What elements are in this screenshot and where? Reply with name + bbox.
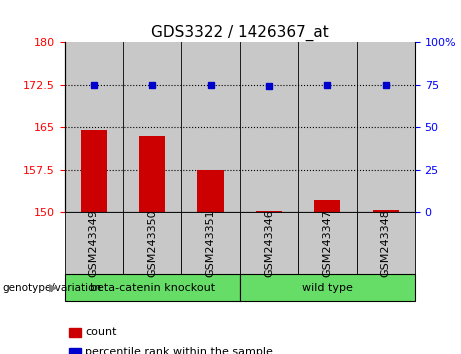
Text: wild type: wild type [302, 282, 353, 293]
Bar [356, 42, 415, 212]
Bar [81, 130, 107, 212]
Text: genotype/variation: genotype/variation [2, 282, 101, 293]
Bar [65, 42, 123, 212]
Bar [139, 136, 165, 212]
Text: GSM243349: GSM243349 [89, 210, 99, 277]
Bar [240, 42, 298, 212]
Bar [298, 42, 356, 212]
Bar [197, 170, 224, 212]
Text: GSM243350: GSM243350 [147, 210, 157, 277]
Bar [123, 42, 181, 212]
Bar [372, 210, 399, 212]
Text: GSM243348: GSM243348 [381, 210, 391, 277]
Text: GSM243347: GSM243347 [322, 210, 332, 277]
Text: GSM243351: GSM243351 [206, 210, 216, 277]
Text: percentile rank within the sample: percentile rank within the sample [85, 347, 273, 354]
Bar [181, 42, 240, 212]
Text: GSM243346: GSM243346 [264, 210, 274, 277]
Text: beta-catenin knockout: beta-catenin knockout [89, 282, 215, 293]
Text: ▶: ▶ [49, 282, 57, 293]
Title: GDS3322 / 1426367_at: GDS3322 / 1426367_at [151, 25, 329, 41]
Bar [256, 211, 282, 212]
Text: count: count [85, 327, 117, 337]
Bar [314, 200, 340, 212]
